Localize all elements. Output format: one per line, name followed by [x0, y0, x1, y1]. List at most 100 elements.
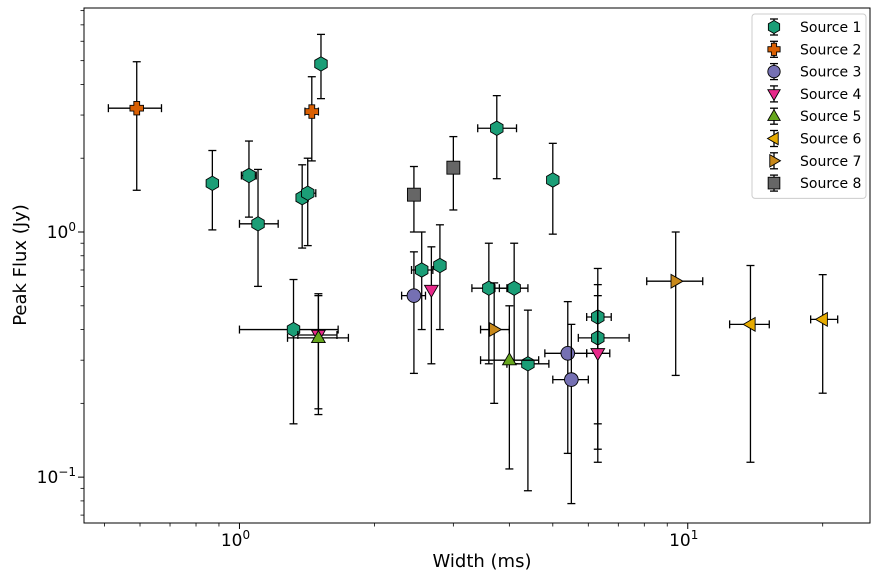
marker [670, 273, 684, 289]
data-point [238, 278, 339, 425]
minor-ticks [80, 10, 824, 527]
legend-marker [767, 19, 781, 35]
legend-entry: Source 8 [767, 174, 861, 192]
series-2 [107, 61, 320, 191]
series-8 [406, 135, 461, 233]
legend-label: Source 1 [800, 20, 861, 36]
marker [507, 280, 521, 296]
data-point [586, 295, 611, 463]
marker [814, 311, 828, 328]
y-tick-label: 100 [47, 220, 76, 243]
series-5 [286, 295, 540, 470]
legend: Source 1 Source 2 Source 3 Source 4 Source 5… [751, 13, 867, 199]
marker [310, 329, 327, 343]
data-point [586, 267, 612, 425]
series-6 [728, 264, 839, 463]
legend-entry: Source 6 [766, 129, 862, 148]
legend-marker [767, 64, 781, 79]
data-point [297, 293, 338, 410]
legend-label: Source 2 [800, 42, 861, 58]
legend-label: Source 5 [800, 109, 861, 125]
x-tick-label: 100 [221, 528, 250, 551]
x-axis-label: Width (ms) [433, 551, 532, 572]
legend-marker [767, 42, 781, 56]
marker [406, 288, 422, 303]
major-ticks [78, 231, 689, 529]
y-tick-label: 10−1 [37, 465, 76, 488]
data-point [506, 309, 550, 492]
legend-entry: Source 1 [767, 18, 861, 36]
y-axis-label: Peak Flux (Jy) [10, 204, 31, 326]
data-point [477, 94, 518, 180]
marker [301, 185, 315, 201]
data-point [410, 231, 434, 331]
marker [482, 280, 496, 296]
marker [490, 120, 504, 136]
legend-box [751, 13, 867, 199]
marker [590, 348, 606, 362]
marker [129, 100, 144, 116]
marker [251, 216, 265, 232]
marker [742, 316, 756, 332]
data-point [552, 323, 589, 505]
marker [546, 172, 560, 188]
data-point [577, 283, 630, 450]
legend-marker [767, 176, 781, 190]
legend-entry: Source 4 [767, 85, 862, 103]
data-point [498, 242, 529, 365]
marker [564, 372, 579, 387]
data-point [107, 61, 163, 191]
x-tick-label: 101 [669, 528, 698, 551]
data-point [314, 33, 328, 100]
data-point [471, 242, 508, 365]
data-point [728, 264, 770, 463]
data-point [400, 251, 427, 375]
marker [314, 56, 328, 72]
legend-marker [767, 108, 781, 121]
data-point [423, 246, 440, 365]
marker [286, 321, 301, 338]
marker [423, 284, 440, 299]
legend-label: Source 6 [800, 132, 862, 148]
data-point [205, 149, 220, 231]
legend-entry: Source 5 [767, 107, 861, 125]
data-point [810, 273, 839, 394]
marker [433, 257, 447, 274]
data-point [406, 165, 421, 233]
series-7 [479, 231, 704, 404]
data-point [546, 142, 560, 235]
marker [242, 167, 256, 184]
series-3 [400, 251, 589, 505]
data-point [446, 135, 461, 211]
legend-label: Source 8 [800, 176, 861, 192]
marker [446, 160, 461, 175]
legend-label: Source 7 [800, 154, 861, 170]
marker [521, 356, 535, 372]
data-point [295, 164, 309, 249]
data-layer [107, 33, 839, 505]
series-1 [205, 33, 630, 492]
legend-marker [766, 131, 779, 146]
marker [304, 104, 320, 119]
marker [205, 175, 220, 192]
data-point [286, 295, 350, 416]
marker [560, 346, 576, 361]
legend-marker [767, 89, 781, 102]
marker [501, 352, 517, 366]
data-point [301, 157, 317, 247]
legend-entry: Source 7 [769, 152, 861, 170]
data-point [646, 231, 704, 377]
plot-frame [83, 7, 871, 524]
data-point [304, 76, 320, 162]
data-point [433, 224, 447, 331]
tick-labels: 100 101 10−1 100 [37, 220, 699, 551]
data-point [240, 140, 257, 218]
data-point [479, 282, 511, 404]
legend-label: Source 3 [800, 65, 861, 81]
legend-entry: Source 3 [767, 62, 861, 81]
legend-label: Source 4 [800, 87, 862, 103]
marker [415, 262, 429, 278]
marker [489, 321, 503, 338]
legend-marker [769, 153, 782, 168]
